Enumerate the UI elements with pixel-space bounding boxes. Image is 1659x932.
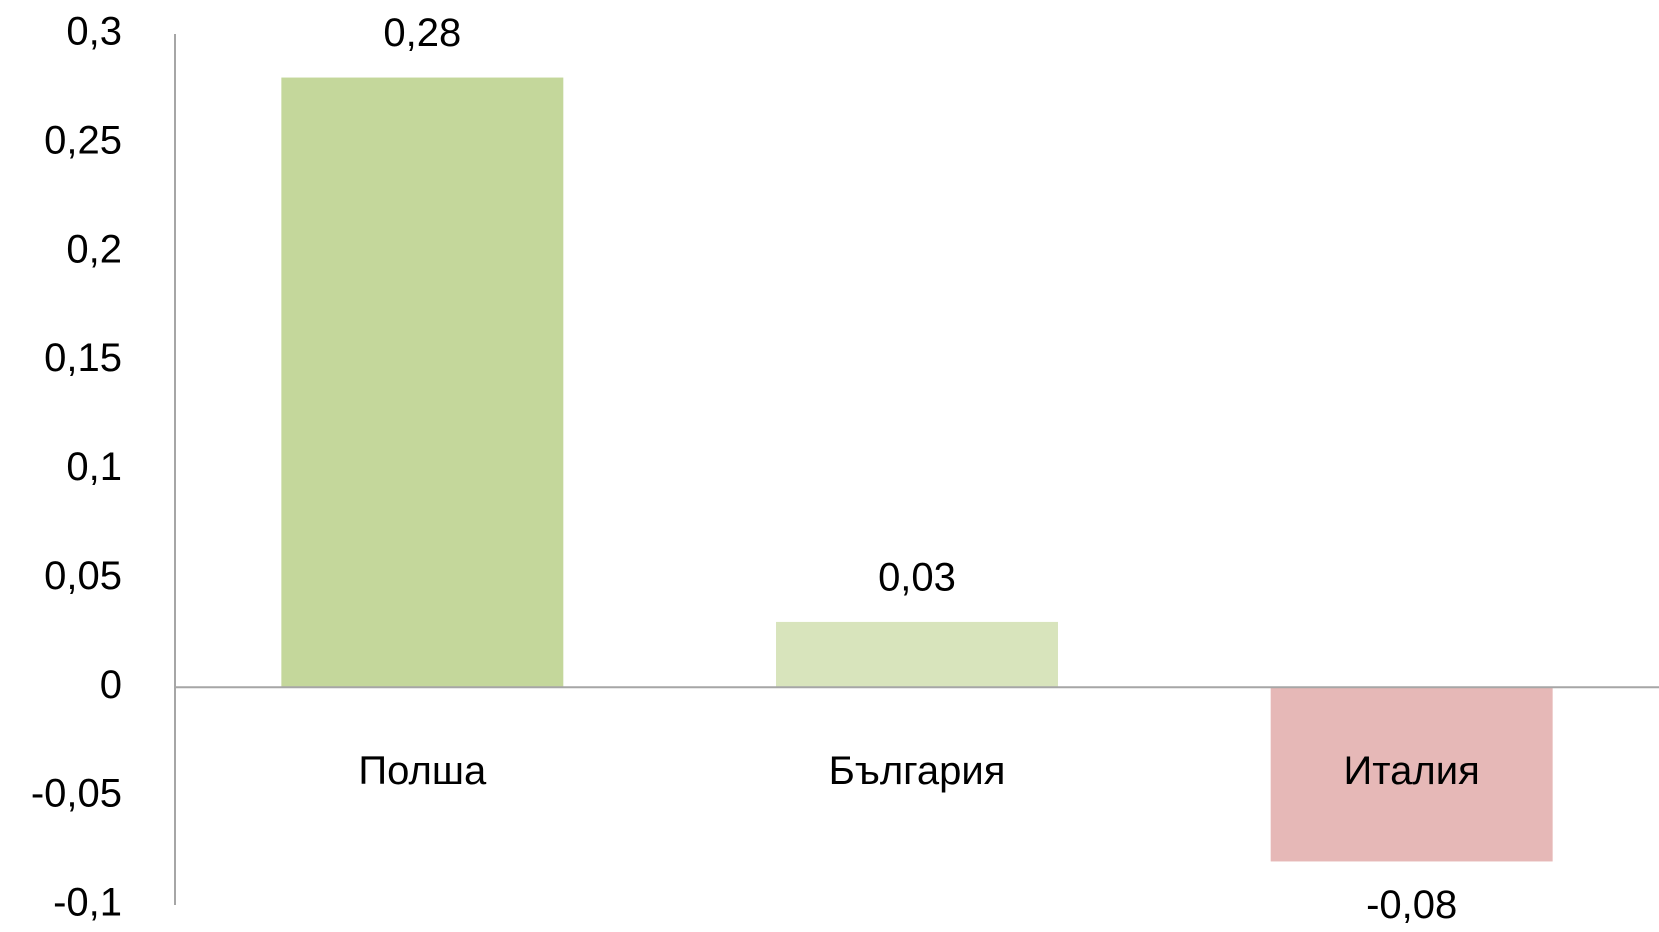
y-tick-label: 0,1 [66, 445, 122, 489]
x-tick-label: Полша [358, 749, 487, 793]
y-tick-label: -0,1 [53, 881, 122, 925]
data-label: -0,08 [1366, 883, 1457, 927]
data-label: 0,28 [383, 11, 461, 55]
bar [776, 621, 1058, 688]
y-tick-label: 0,05 [44, 554, 122, 598]
y-tick-label: 0 [100, 663, 122, 707]
x-tick-label: България [829, 749, 1006, 793]
data-label: 0,03 [878, 555, 956, 599]
bar [1270, 687, 1553, 862]
x-tick-label: Италия [1344, 749, 1480, 793]
y-tick-label: -0,05 [31, 772, 122, 816]
bar [281, 77, 564, 688]
y-tick-label: 0,3 [66, 10, 122, 54]
y-tick-label: 0,2 [66, 227, 122, 271]
y-tick-label: 0,15 [44, 336, 122, 380]
y-tick-label: 0,25 [44, 118, 122, 162]
